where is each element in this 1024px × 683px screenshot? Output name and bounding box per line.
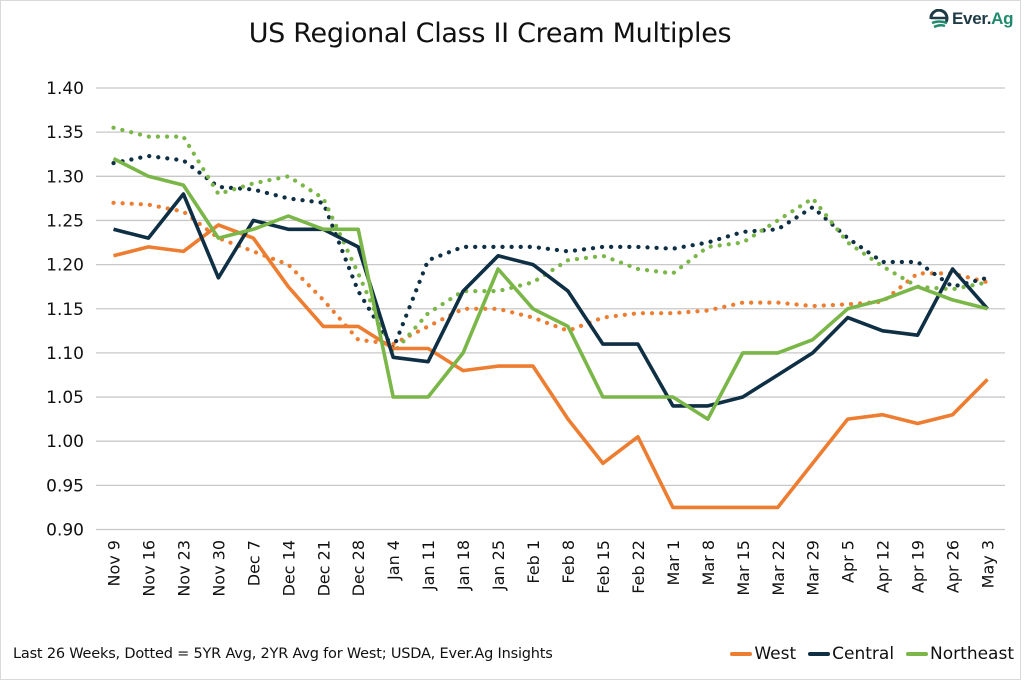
x-tick-label: Dec 28 [349, 540, 368, 596]
y-tick-label: 1.25 [46, 211, 84, 231]
x-axis-ticks: Nov 9 Nov 16 Nov 23 Nov 30 Dec 7 Dec 14 Dec 21… [104, 540, 997, 597]
x-tick-label: Feb 1 [524, 540, 543, 584]
series-central-avg-dotted [111, 153, 990, 351]
y-tick-label: 1.10 [46, 344, 84, 364]
y-tick-label: 1.05 [46, 388, 84, 408]
x-tick-label: May 3 [979, 540, 998, 588]
series-central-line [113, 192, 989, 408]
series-northeast-line [112, 156, 988, 421]
x-tick-label: Nov 23 [174, 540, 193, 597]
legend-label-west: West [754, 644, 797, 664]
legend-swatch-west [730, 652, 753, 656]
x-tick-label: Feb 8 [559, 540, 578, 584]
y-axis-ticks: 1.40 1.35 1.30 1.25 1.20 1.15 1.10 1.05 1.00 0.95… [46, 79, 84, 541]
source-note: Last 26 Weeks, Dotted = 5YR Avg, 2YR Avg… [13, 646, 553, 662]
x-tick-label: Mar 29 [804, 540, 823, 596]
x-tick-label: Dec 14 [279, 540, 298, 596]
gridlines [96, 87, 1005, 531]
x-tick-label: Mar 8 [699, 540, 718, 585]
y-tick-label: 1.30 [46, 167, 84, 187]
legend-item-west: West [730, 644, 796, 664]
x-tick-label: Dec 7 [244, 540, 263, 586]
x-tick-label: Mar 22 [769, 540, 788, 596]
series-lines [111, 125, 990, 510]
series-northeast-avg-dotted [111, 125, 990, 355]
series-west-avg-dotted [111, 200, 990, 347]
y-tick-label: 1.20 [46, 256, 84, 276]
legend-label-northeast: Northeast [930, 644, 1014, 664]
series-west-line [113, 223, 989, 510]
ever-ag-logo-text: Ever.Ag [952, 9, 1014, 29]
x-tick-label: Nov 9 [104, 540, 123, 587]
y-tick-label: 0.95 [46, 476, 84, 496]
chart-title: US Regional Class II Cream Multiples [248, 18, 732, 49]
logo-text-ag: Ag [991, 9, 1014, 28]
x-tick-label: Jan 25 [489, 540, 508, 591]
legend-item-northeast: Northeast [906, 644, 1014, 664]
x-tick-label: Apr 5 [839, 540, 858, 583]
legend-label-central: Central [832, 644, 895, 664]
x-tick-label: Jan 18 [454, 540, 473, 591]
x-tick-label: Mar 15 [734, 540, 753, 596]
x-tick-label: Nov 16 [139, 540, 158, 597]
y-tick-label: 1.35 [46, 123, 84, 143]
y-tick-label: 1.15 [46, 300, 84, 320]
x-tick-label: Apr 19 [909, 540, 928, 593]
legend-swatch-northeast [906, 652, 929, 656]
legend: West Central Northeast [724, 644, 1014, 664]
x-tick-label: Feb 15 [594, 540, 613, 594]
legend-item-central: Central [808, 644, 894, 664]
y-tick-label: 1.00 [46, 432, 84, 452]
x-tick-label: Mar 1 [664, 540, 683, 585]
x-tick-label: Apr 26 [944, 540, 963, 593]
x-tick-label: Jan 11 [419, 540, 438, 591]
y-tick-label: 0.90 [46, 521, 84, 541]
x-tick-label: Jan 4 [384, 540, 403, 581]
x-tick-label: Dec 21 [314, 540, 333, 596]
x-tick-label: Nov 30 [209, 540, 228, 597]
ever-ag-logo: Ever.Ag [928, 9, 1014, 29]
logo-text-ever: Ever. [952, 9, 992, 28]
legend-swatch-central [808, 652, 831, 656]
y-tick-label: 1.40 [46, 79, 84, 99]
x-tick-label: Apr 12 [874, 540, 893, 593]
x-tick-label: Feb 22 [629, 540, 648, 594]
ever-ag-logo-icon [929, 9, 949, 29]
